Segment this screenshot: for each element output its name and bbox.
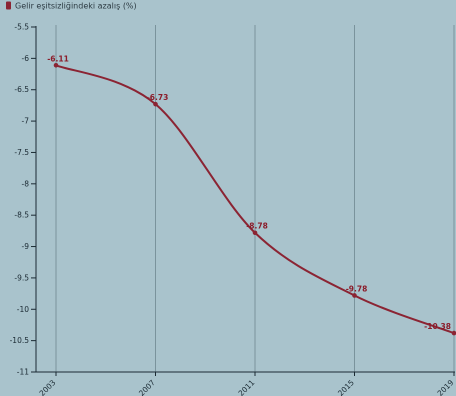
y-tick-label: -9: [22, 242, 30, 251]
legend-label: Gelir eşitsizliğindeki azalış (%): [15, 2, 137, 11]
x-tick-label: 2011: [237, 378, 257, 396]
y-axis: -5.5 -6 -6.5 -7 -7.5 -8 -8.5 -9 -9.5 -10 -10.5 -11: [10, 23, 37, 377]
x-tick-label: 2019: [436, 378, 456, 396]
grid-lines: [55, 25, 455, 372]
data-label: -8.78: [246, 222, 268, 231]
legend: Gelir eşitsizliğindeki azalış (%): [6, 1, 137, 11]
legend-swatch: [6, 1, 11, 10]
y-tick-label: -10: [17, 305, 29, 314]
data-point: [352, 293, 357, 298]
y-tick-label: -8.5: [14, 211, 29, 220]
y-tick-label: -11: [17, 368, 29, 377]
y-tick-label: -5.5: [14, 23, 29, 32]
y-tick-label: -10.5: [10, 336, 30, 345]
y-tick-label: -7.5: [14, 148, 29, 157]
y-tick-label: -6: [22, 54, 30, 63]
x-tick-label: 2003: [38, 378, 58, 396]
data-point: [451, 330, 456, 336]
data-label: -6.11: [47, 54, 69, 63]
y-tick-label: -9.5: [14, 273, 29, 282]
y-tick-label: -6.5: [14, 85, 29, 94]
data-labels: -6.11 -6.73 -8.78 -9.78 -10.38: [47, 54, 451, 331]
data-label: -10.38: [424, 322, 451, 331]
y-tick-label: -7: [22, 117, 30, 126]
data-label: -6.73: [147, 93, 169, 102]
x-tick-label: 2015: [336, 378, 356, 396]
series-layer: [53, 62, 456, 336]
data-label: -9.78: [346, 284, 368, 293]
data-point: [252, 230, 258, 236]
x-tick-label: 2007: [137, 378, 157, 396]
data-point: [53, 62, 59, 68]
x-axis: 2003 2007 2011 2015 2019: [36, 371, 456, 396]
y-tick-label: -8: [22, 179, 30, 188]
data-point: [153, 101, 158, 107]
